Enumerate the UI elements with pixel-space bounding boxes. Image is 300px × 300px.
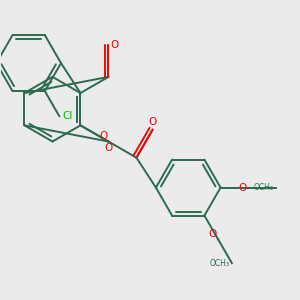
- Text: O: O: [238, 183, 247, 193]
- Text: OCH₃: OCH₃: [210, 259, 230, 268]
- Text: O: O: [110, 40, 118, 50]
- Text: O: O: [208, 229, 217, 238]
- Text: Cl: Cl: [62, 111, 73, 121]
- Text: O: O: [148, 117, 157, 127]
- Text: O: O: [104, 143, 112, 153]
- Text: OCH₃: OCH₃: [253, 183, 273, 192]
- Text: O: O: [99, 131, 108, 141]
